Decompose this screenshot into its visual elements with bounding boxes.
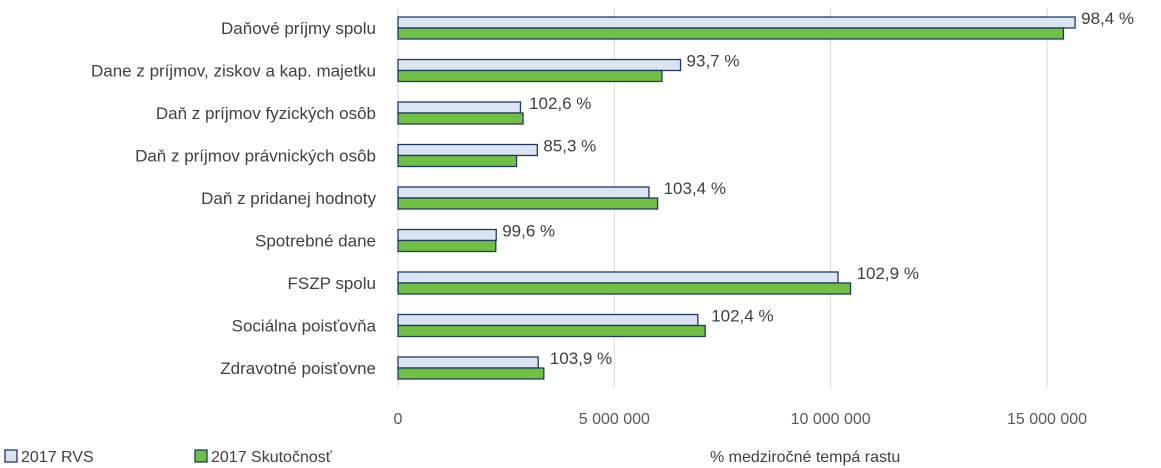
legend-swatch-rvs	[4, 449, 18, 463]
growth-rate-label: 102,9 %	[857, 264, 919, 283]
bar-skutocnost	[397, 282, 852, 295]
growth-rate-label: 98,4 %	[1081, 9, 1134, 28]
legend-swatch-skutocnost	[194, 449, 208, 463]
category-label: Daň z pridanej hodnoty	[201, 189, 376, 208]
bar-skutocnost	[397, 367, 545, 380]
growth-rate-label: 99,6 %	[502, 222, 555, 241]
bar-rvs	[397, 143, 538, 157]
bar-rvs	[397, 16, 1076, 29]
category-labels: Daňové príjmy spolu Dane z príjmov, zisko…	[91, 19, 377, 378]
legend-item-skutocnost: 2017 Skutočnosť	[194, 449, 333, 466]
x-tick-labels: 0 5 000 000 10 000 000 15 000 000	[394, 411, 1088, 428]
bar-rvs	[397, 101, 522, 114]
bar-rvs	[397, 271, 839, 284]
data-labels: 98,4 % 93,7 % 102,6 % 85,3 % 103,4 % 99,6 % 10…	[502, 9, 1134, 368]
bar-skutocnost	[397, 239, 497, 253]
growth-rate-label: 102,4 %	[711, 307, 773, 326]
bars	[397, 16, 1076, 380]
bar-rvs	[397, 228, 497, 242]
bar-rvs	[397, 356, 539, 369]
category-label: Spotrebné dane	[255, 232, 376, 251]
growth-rate-label: 103,4 %	[664, 179, 726, 198]
legend-label-skutocnost: 2017 Skutočnosť	[211, 449, 333, 466]
bar-rvs	[397, 58, 682, 72]
bar-skutocnost	[397, 112, 524, 125]
x-tick-label: 5 000 000	[579, 411, 650, 428]
category-label: Daň z príjmov fyzických osôb	[156, 104, 376, 123]
category-label: Sociálna poisťovňa	[232, 317, 377, 336]
category-label: FSZP spolu	[287, 274, 376, 293]
growth-rate-note: % medziročné tempá rastu	[710, 449, 900, 466]
legend-label-rvs: 2017 RVS	[21, 449, 94, 466]
bar-skutocnost	[397, 69, 663, 83]
category-label: Dane z príjmov, ziskov a kap. majetku	[91, 62, 376, 81]
growth-rate-label: 85,3 %	[543, 137, 596, 156]
category-label: Zdravotné poisťovne	[220, 359, 376, 378]
category-label: Daň z príjmov právnických osôb	[135, 147, 376, 166]
bar-skutocnost	[397, 27, 1065, 40]
x-tick-label: 10 000 000	[791, 411, 871, 428]
bar-skutocnost	[397, 324, 706, 338]
bar-skutocnost	[397, 154, 518, 168]
growth-rate-label: 103,9 %	[550, 349, 612, 368]
x-tick-label: 0	[394, 411, 403, 428]
bar-rvs	[397, 186, 650, 199]
growth-rate-label: 93,7 %	[687, 52, 740, 71]
category-label: Daňové príjmy spolu	[221, 19, 376, 38]
bar-rvs	[397, 313, 699, 327]
legend: 2017 RVS 2017 Skutočnosť	[4, 449, 333, 466]
growth-rate-label: 102,6 %	[529, 94, 591, 113]
legend-item-rvs: 2017 RVS	[4, 449, 94, 466]
bar-skutocnost	[397, 197, 659, 210]
x-tick-label: 15 000 000	[1007, 411, 1087, 428]
